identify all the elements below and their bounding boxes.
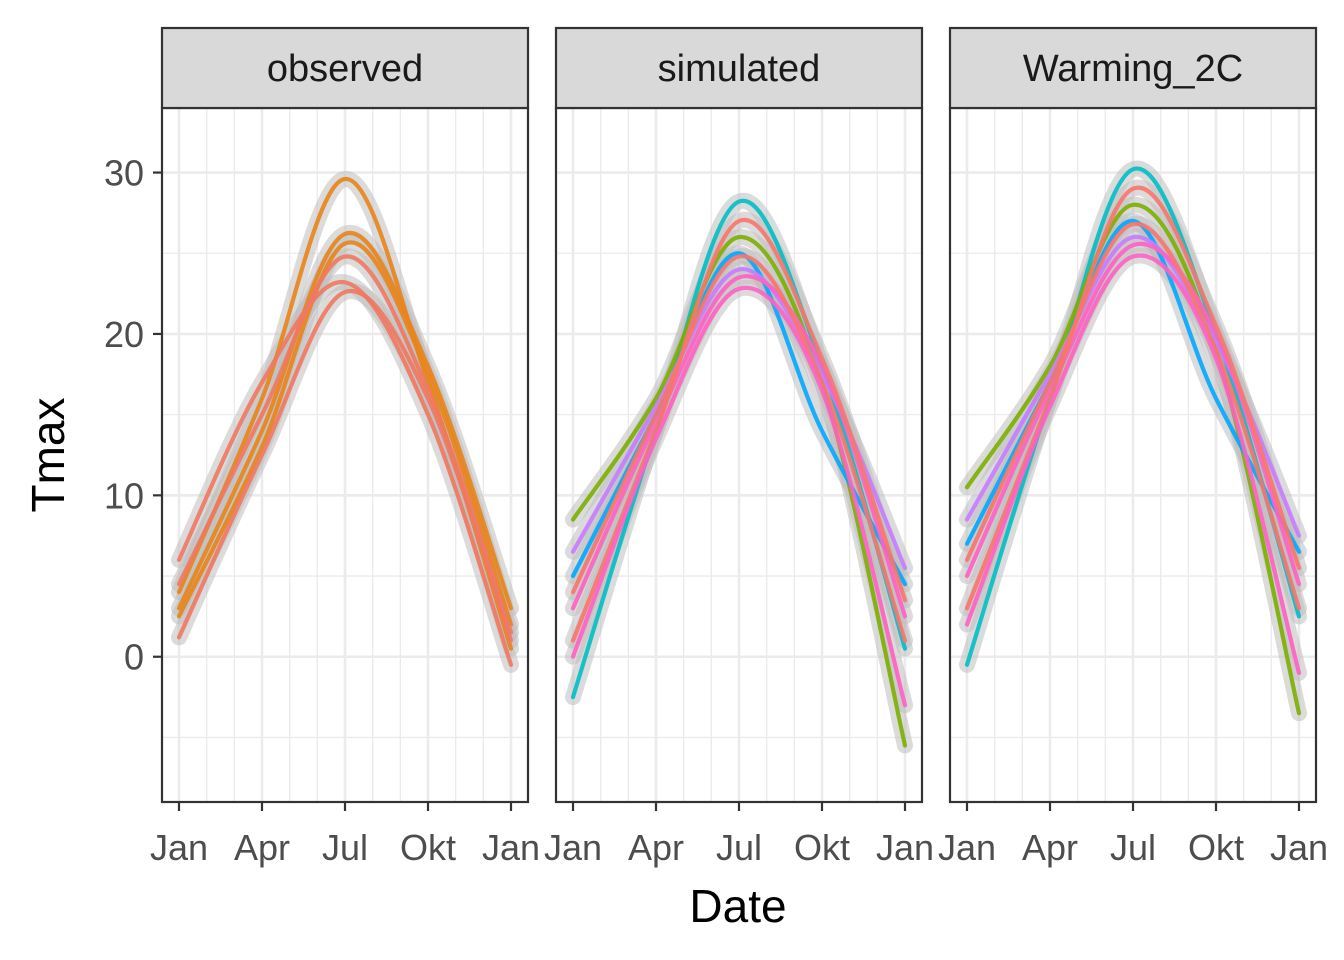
x-axis-ticks: Jan Apr Jul Okt Jan	[150, 802, 540, 868]
x-tick-label: Jan	[482, 827, 540, 868]
x-tick-label: Jan	[938, 827, 996, 868]
series-line-2	[964, 202, 1302, 716]
y-tick-label: 30	[104, 153, 144, 194]
series-line-2	[570, 234, 908, 748]
x-tick-label: Jul	[1110, 827, 1156, 868]
series-line-5	[570, 274, 908, 619]
y-tick-label: 20	[104, 314, 144, 355]
series-group	[565, 192, 913, 754]
series-line-6	[176, 254, 514, 635]
x-tick-label: Jan	[544, 827, 602, 868]
y-axis: 0 10 20 30	[104, 153, 162, 678]
series-line-6	[570, 217, 908, 643]
x-axis-title: Date	[689, 880, 786, 932]
x-tick-label: Apr	[628, 827, 684, 868]
x-tick-label: Jul	[322, 827, 368, 868]
y-tick-label: 10	[104, 475, 144, 516]
x-tick-label: Jan	[150, 827, 208, 868]
panel-observed: observed Jan Apr Jul Okt Jan	[150, 26, 540, 868]
x-tick-label: Okt	[794, 827, 850, 868]
series-line-7	[964, 222, 1302, 611]
panel-warming-2c: Warming_2C Jan Apr Jul Okt Jan	[938, 26, 1328, 868]
y-axis-title: Tmax	[22, 398, 74, 513]
panels-layer: observed Jan Apr Jul Okt Jan simulated Jan Apr Ju…	[150, 26, 1328, 868]
x-tick-label: Jan	[1270, 827, 1328, 868]
series-line-4	[176, 280, 514, 667]
series-line-8	[964, 253, 1302, 675]
strip-background	[948, 26, 1318, 110]
series-group	[959, 160, 1307, 722]
x-axis-ticks: Jan Apr Jul Okt Jan	[544, 802, 934, 868]
x-tick-label: Apr	[1022, 827, 1078, 868]
series-group	[171, 171, 519, 673]
x-axis-ticks: Jan Apr Jul Okt Jan	[938, 802, 1328, 868]
panel-simulated: simulated Jan Apr Jul Okt Jan	[544, 26, 934, 868]
series-line-2	[176, 230, 514, 611]
strip-label: Warming_2C	[1023, 48, 1243, 90]
series-line-8	[570, 285, 908, 708]
strip-background	[160, 26, 530, 110]
strip-background	[554, 26, 924, 110]
x-tick-label: Okt	[400, 827, 456, 868]
series-line-3	[176, 240, 514, 627]
series-line-6	[964, 185, 1302, 611]
x-tick-label: Jul	[716, 827, 762, 868]
series-line-7	[570, 254, 908, 643]
strip-label: observed	[267, 48, 423, 90]
x-tick-label: Okt	[1188, 827, 1244, 868]
y-tick-label: 0	[124, 637, 144, 678]
series-line-5	[964, 241, 1302, 587]
strip-label: simulated	[658, 48, 821, 90]
x-tick-label: Jan	[876, 827, 934, 868]
x-tick-label: Apr	[234, 827, 290, 868]
